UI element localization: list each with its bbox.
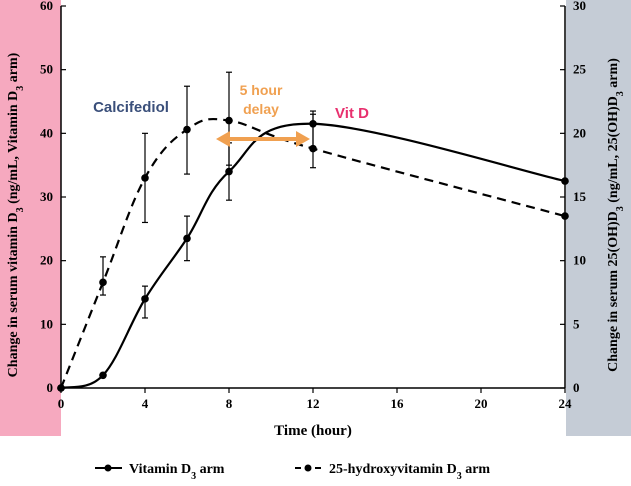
- right-axis-band: [566, 0, 631, 436]
- x-tick-label: 24: [559, 396, 573, 411]
- y-right-title-part: Change in serum 25(OH)D: [606, 211, 621, 372]
- data-point: [57, 384, 65, 392]
- annotation-vitd: Vit D: [335, 105, 369, 122]
- y-right-tick-label: 0: [573, 380, 580, 395]
- data-point: [225, 116, 233, 125]
- annotation-delay-line2: delay: [243, 101, 279, 117]
- data-point: [183, 234, 191, 243]
- x-tick-label: 0: [58, 396, 65, 411]
- y-left-title-part: Change in serum vitamin D: [6, 212, 21, 377]
- delay-arrow-left-head: [216, 131, 230, 147]
- y-right-title-sub: 3: [615, 206, 626, 211]
- y-left-title-part: (ng/mL, Vitamin D: [6, 91, 21, 208]
- data-point: [561, 177, 569, 185]
- x-tick-label: 4: [142, 396, 149, 411]
- y-right-tick-label: 5: [573, 316, 580, 331]
- y-right-ticks: 0 5 10 15 20 25 30: [560, 0, 587, 395]
- y-left-tick-label: 20: [40, 253, 53, 268]
- y-right-title-part: arm): [606, 58, 621, 91]
- y-left-ticks: 0 10 20 30 40 50 60: [40, 0, 66, 395]
- y-left-tick-label: 0: [47, 380, 54, 395]
- legend-calc-text: 25-hydroxyvitamin D: [329, 462, 457, 477]
- x-tick-label: 12: [307, 396, 320, 411]
- delay-arrow-right-head: [296, 131, 310, 147]
- series-line: [60, 122, 566, 390]
- y-left-tick-label: 50: [40, 62, 53, 77]
- y-left-title-part: arm): [6, 52, 21, 85]
- y-right-tick-label: 25: [573, 62, 587, 77]
- legend-calc-suffix: arm: [462, 462, 491, 477]
- x-axis-title: Time (hour): [274, 423, 352, 439]
- left-axis-band: [0, 0, 61, 436]
- data-point: [141, 174, 149, 182]
- y-left-title-sub: 3: [15, 207, 26, 212]
- data-point: [141, 295, 149, 303]
- x-tick-label: 8: [226, 396, 233, 411]
- x-ticks: 0 4 8 12 16 20 24: [58, 388, 572, 411]
- legend-vitd-suffix: arm: [196, 462, 225, 477]
- y-right-tick-label: 10: [573, 253, 586, 268]
- legend-vitd-label: Vitamin D3 arm: [129, 462, 225, 482]
- y-right-tick-label: 20: [573, 125, 586, 140]
- y-right-title-part: (ng/mL, 25(OH)D: [606, 96, 621, 206]
- y-left-title-sub: 3: [15, 86, 26, 91]
- data-point: [99, 278, 107, 287]
- x-tick-label: 20: [475, 396, 488, 411]
- y-left-tick-label: 40: [40, 125, 53, 140]
- legend-vitd-sub: 3: [191, 471, 196, 482]
- legend-calc-label: 25-hydroxyvitamin D3 arm: [329, 462, 490, 482]
- legend-calc-sub: 3: [457, 471, 462, 482]
- delay-arrow: [216, 131, 310, 147]
- series-calc: [57, 71, 569, 392]
- legend: Vitamin D3 arm 25-hydroxyvitamin D3 arm: [95, 462, 490, 482]
- y-left-tick-label: 60: [40, 0, 53, 13]
- annotation-delay-line1: 5 hour: [240, 82, 283, 98]
- data-point: [183, 125, 191, 134]
- series-layer: [57, 71, 569, 392]
- data-point: [561, 212, 569, 220]
- legend-vitd-text: Vitamin D: [129, 462, 191, 477]
- data-point: [309, 144, 317, 153]
- legend-vitd-marker: [104, 464, 112, 472]
- y-right-title-sub: 3: [615, 91, 626, 96]
- annotation-calcifediol: Calcifediol: [93, 99, 169, 116]
- data-point: [99, 371, 107, 380]
- y-right-tick-label: 30: [573, 0, 586, 13]
- y-left-tick-label: 10: [40, 316, 53, 331]
- legend-calc-marker: [304, 464, 312, 472]
- data-point: [225, 167, 233, 176]
- y-right-tick-label: 15: [573, 189, 587, 204]
- y-left-axis-title: Change in serum vitamin D3 (ng/mL, Vitam…: [6, 52, 26, 377]
- y-left-tick-label: 30: [40, 189, 53, 204]
- x-tick-label: 16: [391, 396, 405, 411]
- y-right-axis-title: Change in serum 25(OH)D3 (ng/mL, 25(OH)D…: [606, 58, 626, 372]
